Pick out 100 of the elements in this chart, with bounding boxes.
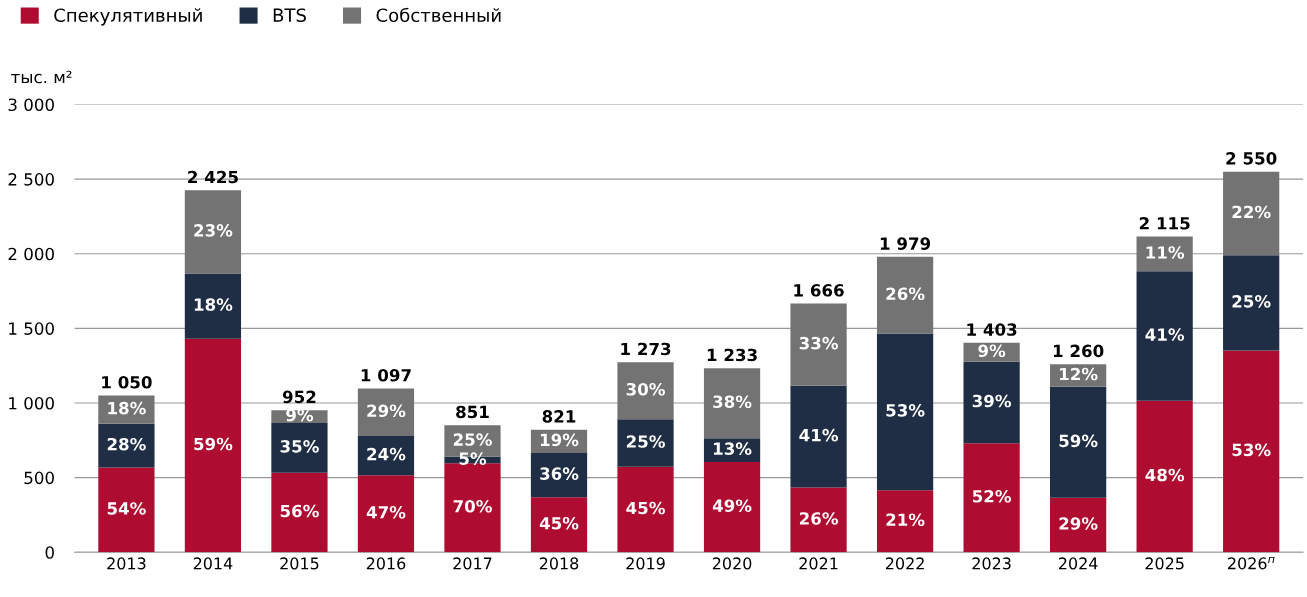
- annotation: 9%: [978, 344, 1006, 358]
- bar: [444, 463, 501, 553]
- annotation: 49%: [712, 499, 752, 512]
- bar: [1223, 255, 1280, 351]
- bar: [98, 423, 155, 468]
- annotation: 28%: [107, 437, 146, 451]
- bar: [876, 490, 934, 553]
- bar: [184, 273, 242, 339]
- bar: [1223, 350, 1280, 553]
- bar: [184, 338, 242, 553]
- x-tick-label: 2024: [1058, 557, 1098, 570]
- x-tick-label: 2020: [712, 557, 752, 570]
- bar: [184, 190, 242, 274]
- annotation: 19%: [540, 433, 579, 447]
- bar: [98, 467, 155, 553]
- x-tick-label: 2021: [799, 557, 838, 570]
- annotation: 22%: [1232, 205, 1271, 219]
- bar: [703, 462, 761, 553]
- bar: [876, 256, 934, 334]
- total-label: 851: [456, 405, 489, 419]
- annotation: 52%: [972, 489, 1012, 503]
- legend-label: Спекулятивный: [54, 8, 202, 26]
- bar: [271, 422, 328, 473]
- bar: [790, 303, 847, 386]
- annotation: 54%: [107, 502, 146, 515]
- y-tick-label: 1 500: [9, 322, 54, 335]
- annotation: 38%: [713, 395, 752, 409]
- total-label: 2 115: [1139, 216, 1190, 230]
- x-tick-label: 2015: [280, 557, 319, 570]
- total-label: 2 550: [1226, 152, 1277, 165]
- x-tick-label: 2013: [107, 557, 146, 570]
- annotation: 11%: [1146, 246, 1185, 259]
- bar: [357, 475, 415, 553]
- bar: [1050, 497, 1107, 553]
- y-tick-label: 0: [45, 546, 54, 559]
- x-tick-label: 2018: [539, 557, 579, 570]
- annotation: 18%: [108, 401, 146, 415]
- bar: [617, 419, 674, 467]
- annotation: 29%: [367, 404, 406, 418]
- annotation: 41%: [799, 428, 838, 442]
- annotation: 26%: [886, 287, 925, 301]
- total-label: 1 233: [707, 348, 757, 362]
- bar: [963, 361, 1020, 444]
- bar: [790, 487, 847, 553]
- total-label: 1 260: [1053, 344, 1104, 358]
- y-tick-label: 2 000: [8, 247, 54, 261]
- total-label: 952: [282, 390, 316, 404]
- annotation: 53%: [1232, 443, 1271, 457]
- bar: [790, 385, 847, 488]
- annotation: 30%: [626, 382, 665, 396]
- annotation: 24%: [367, 447, 406, 461]
- y-tick-label: 2 500: [8, 173, 54, 186]
- y-tick-label: 1 000: [9, 396, 54, 410]
- x-tick-label: 2023: [972, 557, 1011, 570]
- total-label: 1 403: [967, 323, 1017, 336]
- total-label: 1 097: [361, 368, 411, 382]
- total-label: 1 050: [102, 375, 152, 389]
- bar: [963, 443, 1020, 553]
- annotation: 25%: [626, 435, 665, 448]
- bar: [1050, 386, 1107, 498]
- x-tick-label: 2022: [885, 557, 924, 570]
- total-label: 1 273: [621, 342, 671, 356]
- total-label: 2 425: [188, 170, 238, 184]
- annotation: 5%: [459, 452, 487, 465]
- annotation: 26%: [799, 512, 838, 525]
- bar: [530, 497, 588, 553]
- annotation: 47%: [366, 505, 406, 519]
- annotation: 23%: [194, 224, 233, 237]
- legend-label: Собственный: [376, 7, 501, 23]
- y-axis-title: тыс. м²: [11, 70, 72, 84]
- annotation: 56%: [280, 504, 319, 518]
- annotation: 33%: [799, 336, 838, 350]
- annotation: 29%: [1059, 517, 1098, 530]
- x-tick-label: 2014: [193, 557, 233, 570]
- annotation: 45%: [539, 516, 579, 530]
- annotation: 36%: [540, 467, 579, 480]
- x-tick-label: 2025: [1145, 557, 1184, 570]
- total-label: 821: [542, 410, 576, 423]
- total-label: 1 666: [794, 284, 844, 297]
- y-tick-label: 3 000: [8, 98, 54, 112]
- x-tick-label: 2026$^{п}$: [1228, 556, 1275, 570]
- x-tick-label: 2017: [453, 557, 492, 570]
- x-tick-label: 2016: [366, 557, 406, 570]
- bar: [1136, 400, 1193, 553]
- bar: [1136, 271, 1193, 401]
- legend-label: BTS: [273, 8, 306, 23]
- annotation: 18%: [194, 298, 233, 311]
- bar: [703, 368, 761, 439]
- annotation: 25%: [453, 433, 492, 446]
- bar: [876, 333, 934, 491]
- annotation: 53%: [886, 404, 925, 417]
- annotation: 48%: [1145, 468, 1185, 482]
- bar: [357, 388, 415, 436]
- bar: [617, 362, 674, 420]
- bar: [1223, 171, 1280, 256]
- bar: [530, 452, 588, 498]
- annotation: 41%: [1145, 328, 1185, 341]
- annotation: 70%: [453, 499, 492, 513]
- annotation: 21%: [886, 513, 925, 527]
- annotation: 25%: [1232, 295, 1271, 308]
